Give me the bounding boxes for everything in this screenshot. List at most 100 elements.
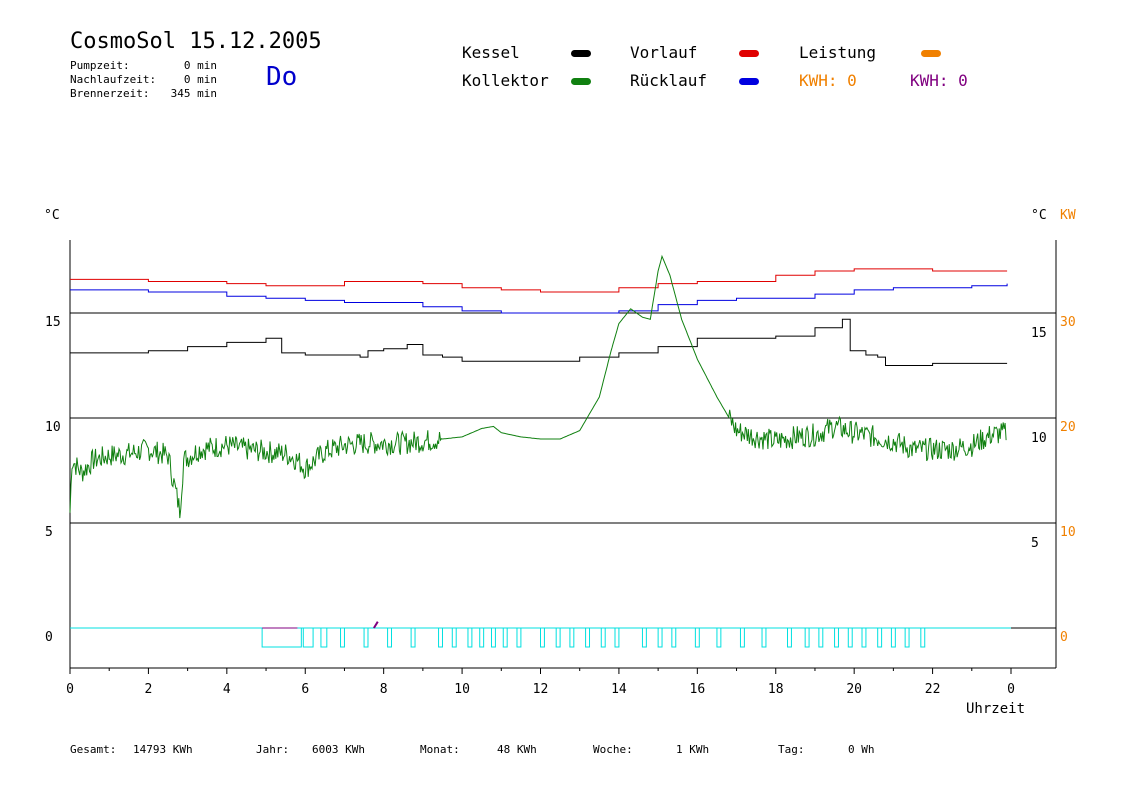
pump-interval-13: [516, 627, 522, 648]
x-tick-6: 12: [533, 682, 549, 697]
pump-interval-26: [761, 627, 767, 648]
y-tick-kw-0: 0: [1060, 630, 1068, 645]
legend-kwh-orange: KWH: 0: [799, 71, 857, 90]
x-tick-9: 18: [768, 682, 784, 697]
legend-leistung-label: Leistung: [799, 43, 877, 62]
x-tick-2: 4: [223, 682, 231, 697]
y-tick-left-0: 0: [45, 630, 53, 645]
pump-interval-17: [585, 627, 591, 648]
pump-interval-12: [502, 627, 508, 648]
footer-monat-value: 48 KWh: [497, 743, 537, 756]
stat-label-nachlaufzeit: Nachlaufzeit:: [70, 73, 157, 86]
x-tick-4: 8: [380, 682, 388, 697]
pump-interval-9: [467, 627, 473, 648]
legend-vorlauf-swatch: [739, 50, 759, 57]
legend-kessel-label: Kessel: [462, 43, 520, 62]
y-tick-left-5: 5: [45, 525, 53, 540]
footer-tag-label: Tag:: [778, 743, 805, 756]
legend-vorlauf-label: Vorlauf: [630, 43, 698, 62]
pump-interval-22: [671, 627, 677, 648]
x-axis-label: Uhrzeit: [966, 701, 1026, 717]
x-tick-1: 2: [145, 682, 153, 697]
legend-kollektor-label: Kollektor: [462, 71, 549, 90]
legend-ruecklauf-label: Rücklauf: [630, 71, 708, 90]
footer-woche-label: Woche:: [593, 743, 633, 756]
x-tick-8: 16: [690, 682, 706, 697]
legend-kessel-swatch: [571, 50, 591, 57]
legend-kwh-purple: KWH: 0: [910, 71, 968, 90]
pump-interval-34: [890, 627, 896, 648]
x-tick-5: 10: [454, 682, 470, 697]
pump-interval-24: [716, 627, 722, 648]
y-tick-right-15: 15: [1031, 326, 1047, 341]
pump-interval-5: [387, 627, 393, 648]
pump-interval-36: [920, 627, 926, 648]
y-tick-left-15: 15: [45, 315, 61, 330]
series-line-kollektor: [69, 254, 1007, 519]
stat-label-pumpzeit: Pumpzeit:: [70, 59, 130, 72]
footer-gesamt-label: Gesamt:: [70, 743, 117, 756]
pump-interval-20: [641, 627, 647, 648]
pump-interval-15: [555, 627, 561, 648]
pump-interval-14: [540, 627, 545, 648]
pump-interval-11: [490, 627, 496, 648]
pump-interval-18: [600, 627, 606, 648]
y-axis-unit-right: °C: [1031, 208, 1047, 223]
pump-interval-0: [261, 627, 302, 648]
pump-interval-29: [818, 627, 824, 648]
y-tick-left-10: 10: [45, 420, 61, 435]
x-tick-7: 14: [611, 682, 627, 697]
footer-gesamt-value: 14793 KWh: [133, 743, 193, 756]
stat-value-brennerzeit: 345 min: [170, 87, 217, 100]
y-axis-unit-left: °C: [44, 208, 60, 223]
pump-interval-32: [861, 627, 867, 648]
pump-interval-8: [451, 627, 457, 648]
pump-interval-35: [904, 627, 910, 648]
y-tick-kw-10: 10: [1060, 525, 1076, 540]
pump-interval-4: [363, 627, 369, 648]
legend-leistung-swatch: [921, 50, 941, 57]
y-tick-kw-30: 30: [1060, 315, 1076, 330]
pump-interval-19: [614, 627, 620, 648]
weekday-label: Do: [266, 62, 298, 92]
chart-title: CosmoSol 15.12.2005: [70, 29, 322, 54]
y-tick-kw-20: 20: [1060, 420, 1076, 435]
pump-interval-2: [320, 627, 328, 648]
y-tick-right-10: 10: [1031, 431, 1047, 446]
pump-interval-25: [739, 627, 745, 648]
x-tick-12: 0: [1007, 682, 1015, 697]
pump-interval-27: [787, 627, 792, 648]
pump-interval-16: [569, 627, 575, 648]
pump-interval-7: [438, 627, 443, 648]
pump-interval-10: [479, 627, 485, 648]
footer-jahr-label: Jahr:: [256, 743, 290, 756]
y-axis-unit-kw: KW: [1060, 208, 1076, 223]
footer-jahr-value: 6003 KWh: [312, 743, 365, 756]
x-tick-3: 6: [301, 682, 309, 697]
x-tick-11: 22: [925, 682, 941, 697]
x-tick-10: 20: [846, 682, 862, 697]
series-line-vorlauf: [70, 268, 1008, 293]
series-line-kessel: [70, 318, 1008, 366]
stat-value-nachlaufzeit: 0 min: [183, 73, 217, 86]
pump-interval-1: [302, 627, 314, 648]
purple-mark-2: [373, 621, 379, 629]
legend-ruecklauf-swatch: [739, 78, 759, 85]
series-line-ruecklauf: [70, 283, 1008, 314]
pump-interval-6: [410, 627, 416, 648]
legend-kollektor-swatch: [571, 78, 591, 85]
stat-label-brennerzeit: Brennerzeit:: [70, 87, 150, 100]
pump-interval-30: [834, 627, 839, 648]
footer-woche-value: 1 KWh: [676, 743, 710, 756]
pump-interval-23: [694, 627, 700, 648]
x-tick-0: 0: [66, 682, 74, 697]
pump-interval-33: [877, 627, 883, 648]
footer-tag-value: 0 Wh: [848, 743, 875, 756]
y-tick-right-5: 5: [1031, 536, 1039, 551]
pump-interval-21: [657, 627, 663, 648]
stat-value-pumpzeit: 0 min: [183, 59, 217, 72]
pump-interval-31: [847, 627, 853, 648]
footer-monat-label: Monat:: [420, 743, 460, 756]
pump-interval-3: [340, 627, 345, 648]
